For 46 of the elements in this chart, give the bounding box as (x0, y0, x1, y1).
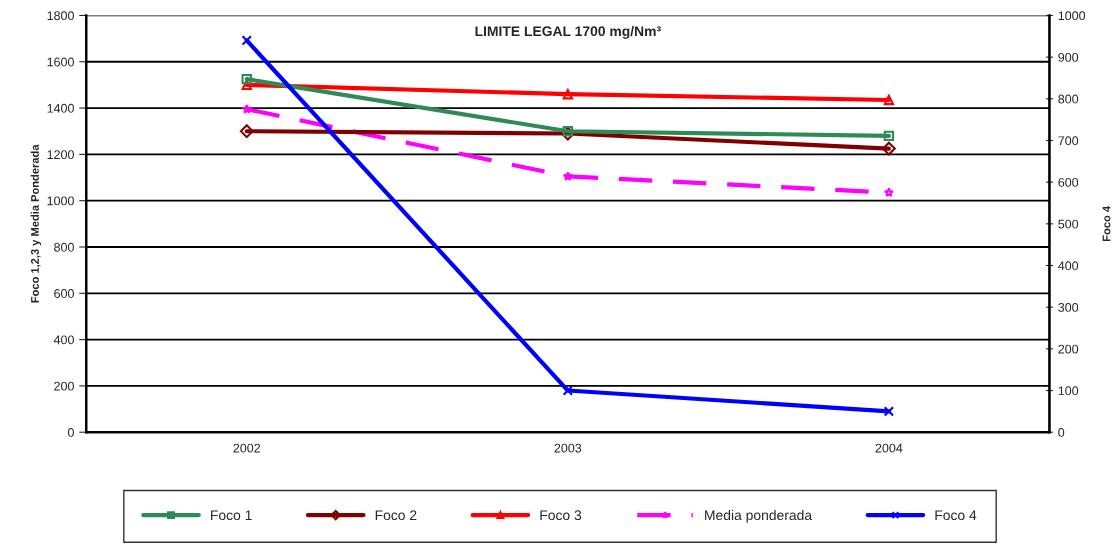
point (883, 130, 895, 142)
x-tick-label: 2004 (875, 443, 903, 453)
point (562, 126, 574, 137)
y-tick-label: 1600 (47, 57, 74, 67)
point (562, 171, 573, 181)
y2-tick-label: 700 (1058, 136, 1079, 146)
point (883, 406, 895, 417)
legend-label: Foco 2 (375, 510, 417, 521)
y-tick-label: 1200 (47, 150, 74, 160)
point (241, 79, 252, 91)
y-tick-label: 200 (54, 381, 74, 391)
x-tick-label: 2003 (554, 443, 582, 453)
y-axis-title: Foco 1,2,3 y Media Ponderada (30, 144, 42, 303)
y2-tick-label: 900 (1058, 52, 1079, 62)
y-tick-label: 1000 (47, 196, 74, 206)
legend-label: Foco 1 (211, 510, 252, 521)
y-tick-label: 1800 (47, 11, 74, 21)
y2-tick-label: 600 (1058, 177, 1079, 187)
point (883, 187, 894, 197)
text: LIMITE LEGAL 1700 mg/Nm³ (475, 25, 661, 39)
y-tick-label: 400 (53, 335, 74, 345)
legend-label: Foco 4 (935, 510, 977, 521)
y2-tick-label: 1000 (1058, 11, 1086, 21)
x-tick-label: 2002 (233, 443, 261, 453)
y2-tick-label: 200 (1058, 344, 1079, 354)
point (239, 124, 254, 139)
y2-tick-label: 300 (1058, 302, 1079, 312)
point (883, 94, 895, 106)
point (241, 104, 252, 114)
y-tick-label: 600 (54, 289, 74, 298)
y-tick-label: 800 (54, 242, 74, 252)
y-tick-label: 0 (67, 428, 74, 437)
point (562, 385, 574, 396)
y2-tick-label: 800 (1058, 94, 1079, 104)
y2-tick-label: 0 (1058, 428, 1065, 437)
point (241, 73, 252, 85)
point (881, 141, 896, 156)
legend-label: Media ponderada (705, 509, 813, 523)
y2-tick-label: 400 (1058, 261, 1079, 271)
y2-tick-label: 100 (1058, 386, 1079, 396)
y-tick-label: 1400 (47, 103, 74, 113)
point (562, 88, 574, 100)
y2-axis-title: Foco 4 (1102, 205, 1111, 241)
point (241, 35, 252, 46)
y2-tick-label: 500 (1058, 219, 1079, 229)
legend-label: Foco 3 (540, 510, 582, 521)
